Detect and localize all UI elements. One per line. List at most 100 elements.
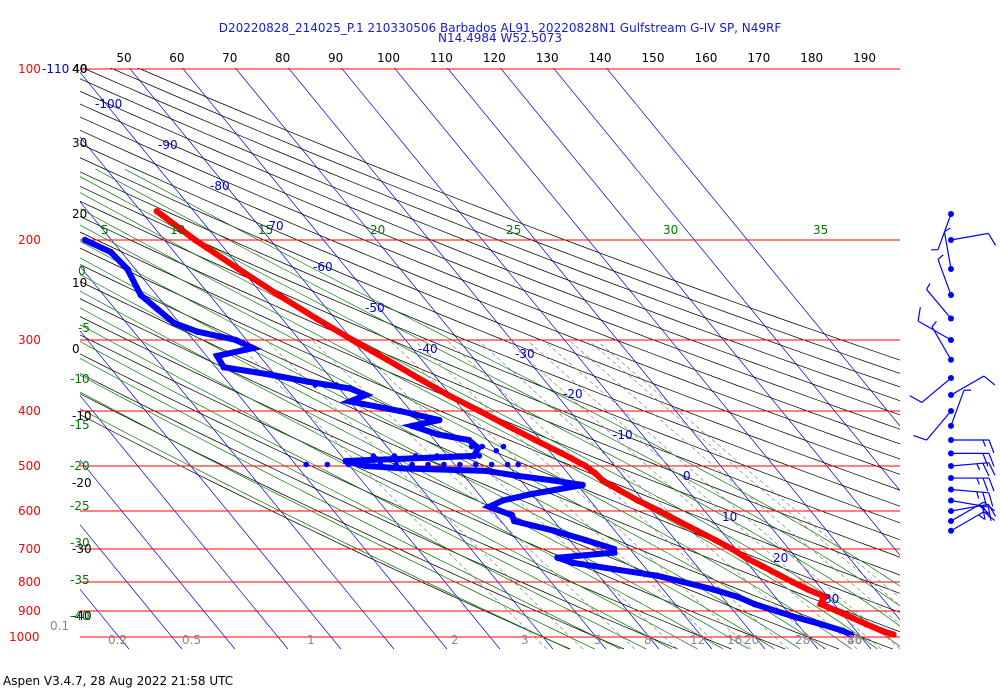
isotherm-line <box>80 524 183 650</box>
dewpoint-point <box>396 407 404 415</box>
wind-barb <box>930 210 954 251</box>
dewpoint-point <box>470 452 478 460</box>
temperature-point <box>191 236 199 244</box>
dewpoint-point <box>847 631 855 638</box>
mixing-ratio-label: 0.2 <box>108 633 127 647</box>
dewpoint-point <box>137 291 144 299</box>
chart-title: D20220828_214025_P.1 210330506 Barbados … <box>218 21 782 35</box>
dewpoint-point <box>582 536 589 544</box>
dewpoint-point <box>500 443 507 450</box>
wind-barb-flag <box>988 462 996 476</box>
mixing-ratio-line <box>388 339 723 650</box>
dewpoint-point <box>124 265 131 273</box>
wind-barb <box>926 283 954 322</box>
dewpoint-point <box>508 511 516 519</box>
wind-barb-staff <box>950 488 989 494</box>
dewpoint-point <box>734 593 742 601</box>
wind-barb-flag <box>982 462 990 477</box>
temperature-point <box>848 614 856 621</box>
wind-barb-staff <box>943 231 952 270</box>
top-axis-label: 60 <box>169 51 184 65</box>
isotherm-label: -30 <box>515 347 535 361</box>
dry-adiabat-line <box>80 90 900 416</box>
dewpoint-point <box>346 398 354 405</box>
wind-barb <box>943 227 954 273</box>
theta-label: 30 <box>72 136 87 150</box>
isotherm-line <box>446 68 900 621</box>
moist-adiabat-line <box>80 324 698 650</box>
dewpoint-point <box>401 465 409 472</box>
wind-barb-staff <box>950 462 989 467</box>
wind-barb-staff <box>931 326 952 361</box>
moist-adiabat-line <box>80 241 827 650</box>
dewpoint-point <box>345 461 352 468</box>
dewpoint-point <box>171 319 178 327</box>
temperature-point <box>758 562 766 570</box>
isotherm-line <box>80 330 342 650</box>
mixing-ratio-label: 1 <box>307 633 315 647</box>
dewpoint-point <box>213 352 221 360</box>
dry-adiabat-line <box>80 129 900 460</box>
temperature-point <box>504 422 511 430</box>
isotherm-label: 0 <box>683 469 691 483</box>
top-axis-label: 170 <box>747 51 770 65</box>
wind-barb-flag <box>982 439 986 447</box>
dewpoint-point <box>322 382 329 388</box>
dry-adiabat-line <box>137 68 900 361</box>
mixing-ratio-label: 40 <box>847 633 862 647</box>
theta-e-label: -25 <box>70 499 90 513</box>
theta-label: -30 <box>72 542 92 556</box>
dewpoint-point <box>409 461 415 468</box>
chart-subtitle: N14.4984 W52.5073 <box>438 31 562 45</box>
temperature-point <box>592 470 599 477</box>
dewpoint-point <box>513 472 520 479</box>
pressure-tick-label: 200 <box>18 233 41 247</box>
dry-adiabat-line <box>80 171 900 507</box>
isotherm-line <box>80 394 289 650</box>
wind-barb <box>917 307 954 344</box>
dry-adiabat-line <box>82 68 900 388</box>
isotherm-label: -80 <box>210 179 230 193</box>
temperature-point <box>313 315 320 322</box>
dewpoint-point <box>818 621 825 628</box>
wind-barb-flag <box>987 506 992 521</box>
dewpoint-point <box>611 566 618 573</box>
wind-barb <box>948 462 996 477</box>
dewpoint-point <box>504 461 511 468</box>
wind-barb-staff <box>926 289 952 319</box>
theta-e-label: -5 <box>78 321 90 335</box>
mixing-ratio-line <box>233 339 548 650</box>
dewpoint-point <box>324 461 331 468</box>
temperature-point <box>728 545 736 553</box>
top-axis-label: 180 <box>800 51 823 65</box>
dewpoint-point <box>653 572 661 579</box>
wind-barb-flag <box>983 511 996 522</box>
dewpoint-point <box>377 461 384 468</box>
moist-adiabat-line <box>80 208 878 650</box>
theta-label: 40 <box>72 62 87 76</box>
wind-barb-staff <box>950 501 985 522</box>
temperature-point <box>890 631 897 638</box>
mixing-ratio-label: 0.1 <box>50 619 69 633</box>
temperature-point <box>634 497 641 504</box>
mixing-ratio-line <box>265 339 584 650</box>
top-axis-label: 70 <box>222 51 237 65</box>
moist-adiabat-line <box>80 307 724 650</box>
dewpoint-point <box>194 328 201 335</box>
background-grid <box>80 68 900 650</box>
dewpoint-point <box>550 527 558 534</box>
dewpoint-point <box>680 578 687 586</box>
temperature-point <box>833 607 841 615</box>
wind-barb-flag <box>917 307 921 322</box>
dry-adiabat-line <box>80 231 900 576</box>
dewpoint-point <box>220 364 227 371</box>
wind-barb-flag <box>944 227 951 233</box>
wind-barb <box>948 375 996 399</box>
wind-barb <box>931 321 954 363</box>
theta-e-label: -30 <box>70 536 90 550</box>
dewpoint-point <box>370 453 377 459</box>
dewpoint-point <box>839 627 846 634</box>
dewpoint-point <box>751 600 758 608</box>
mixing-ratio-line <box>505 339 858 650</box>
